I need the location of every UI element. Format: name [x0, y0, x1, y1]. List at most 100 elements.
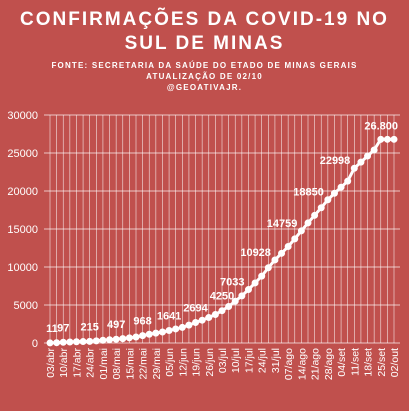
- y-tick-label: 5000: [14, 300, 38, 312]
- data-point: [125, 334, 133, 342]
- data-point: [79, 338, 87, 346]
- data-point: [390, 135, 398, 143]
- x-tick-label: 21/ago: [310, 348, 322, 380]
- data-label: 97: [57, 322, 69, 334]
- data-point: [66, 338, 74, 346]
- data-point: [72, 338, 80, 346]
- y-tick-label: 25000: [7, 148, 38, 160]
- data-point: [264, 264, 272, 272]
- x-tick-label: 24/jul: [257, 348, 269, 373]
- data-point: [53, 339, 61, 347]
- x-tick-label: 04/set: [336, 348, 348, 377]
- data-label: 10928: [240, 247, 271, 259]
- data-point: [258, 272, 266, 280]
- data-point: [244, 286, 252, 294]
- x-tick-label: 05/jun: [164, 348, 176, 377]
- data-point: [278, 249, 286, 257]
- data-point: [59, 338, 67, 346]
- data-label: 22998: [320, 155, 351, 167]
- data-point: [357, 158, 365, 166]
- x-tick-label: 14/ago: [296, 348, 308, 380]
- data-point: [317, 204, 325, 212]
- x-tick-label: 02/out: [389, 348, 401, 377]
- data-point: [192, 319, 200, 327]
- source-line-2: ATUALIZAÇÃO DE 02/10: [146, 72, 263, 81]
- x-tick-label: 01/mai: [98, 348, 110, 380]
- data-point: [330, 189, 338, 197]
- data-point: [158, 328, 166, 336]
- data-point: [284, 242, 292, 250]
- x-tick-label: 08/mai: [111, 348, 123, 380]
- x-tick-label: 19/jun: [191, 348, 203, 377]
- data-point: [370, 146, 378, 154]
- x-tick-label: 11/set: [349, 348, 361, 376]
- data-point: [311, 211, 319, 219]
- data-point: [238, 292, 246, 300]
- data-point: [139, 332, 147, 340]
- data-point: [218, 307, 226, 315]
- data-point: [297, 227, 305, 235]
- x-tick-label: 10/jul: [230, 348, 242, 373]
- x-tick-label: 07/ago: [283, 348, 295, 380]
- title-line-1: CONFIRMAÇÕES DA COVID-19 NO: [20, 9, 389, 30]
- chart-source: FONTE: SECRETARIA DA SAÚDE DO ETADO DE M…: [0, 60, 409, 93]
- y-tick-label: 30000: [7, 110, 38, 122]
- data-point: [350, 164, 358, 172]
- gridlines: [44, 114, 400, 344]
- data-point: [377, 135, 385, 143]
- x-tick-label: 28/ago: [323, 348, 335, 380]
- x-tick-label: 29/mai: [151, 348, 163, 380]
- title-line-2: SUL DE MINAS: [124, 33, 285, 54]
- x-tick-label: 15/mai: [124, 348, 136, 380]
- data-label: 18850: [293, 187, 324, 199]
- data-point: [172, 325, 180, 333]
- data-point: [106, 336, 114, 344]
- x-tick-label: 10/abr: [58, 348, 70, 378]
- data-point: [112, 335, 120, 343]
- data-point: [132, 333, 140, 341]
- data-point: [364, 152, 372, 160]
- data-label: 968: [133, 316, 151, 328]
- x-axis-ticks: 03/abr 10/abr 17/abr 24/abr 01/mai 08/mai 15/m…: [45, 348, 401, 381]
- data-point: [383, 135, 391, 143]
- data-point: [165, 327, 173, 335]
- data-point: [198, 316, 206, 324]
- data-points: [46, 135, 398, 347]
- data-label: 215: [81, 321, 99, 333]
- data-point: [337, 183, 345, 191]
- data-point: [46, 339, 54, 347]
- data-label: 4250: [210, 291, 234, 303]
- chart-title: CONFIRMAÇÕES DA COVID-19 NO SUL DE MINAS: [0, 8, 409, 56]
- x-tick-label: 31/jul: [270, 348, 282, 373]
- data-point: [178, 323, 186, 331]
- data-point: [231, 297, 239, 305]
- x-tick-label: 24/abr: [85, 348, 97, 378]
- data-point: [225, 303, 233, 311]
- data-point: [291, 235, 299, 243]
- x-tick-label: 25/set: [376, 348, 388, 377]
- source-line-3: @GEOATIVAJR.: [166, 83, 243, 92]
- y-tick-label: 20000: [7, 186, 38, 198]
- data-point: [324, 196, 332, 204]
- data-label: 1641: [157, 311, 181, 323]
- data-point: [145, 330, 153, 338]
- data-label: 11: [46, 323, 58, 335]
- source-line-1: FONTE: SECRETARIA DA SAÚDE DO ETADO DE M…: [51, 61, 358, 70]
- data-label: 26.800: [364, 120, 398, 132]
- y-axis-ticks: 0 5000 10000 15000 20000 25000 30000: [7, 110, 38, 350]
- data-label: 7033: [220, 277, 244, 289]
- x-tick-label: 17/jul: [243, 348, 255, 373]
- data-point: [152, 329, 160, 337]
- data-point: [185, 321, 193, 329]
- data-point: [99, 336, 107, 344]
- data-label: 14759: [267, 218, 298, 230]
- data-point: [251, 279, 259, 287]
- y-tick-label: 10000: [7, 262, 38, 274]
- x-tick-label: 26/jun: [204, 348, 216, 377]
- data-point: [86, 337, 94, 345]
- data-point: [211, 311, 219, 318]
- data-label: 497: [107, 319, 125, 331]
- x-tick-label: 17/abr: [71, 348, 83, 378]
